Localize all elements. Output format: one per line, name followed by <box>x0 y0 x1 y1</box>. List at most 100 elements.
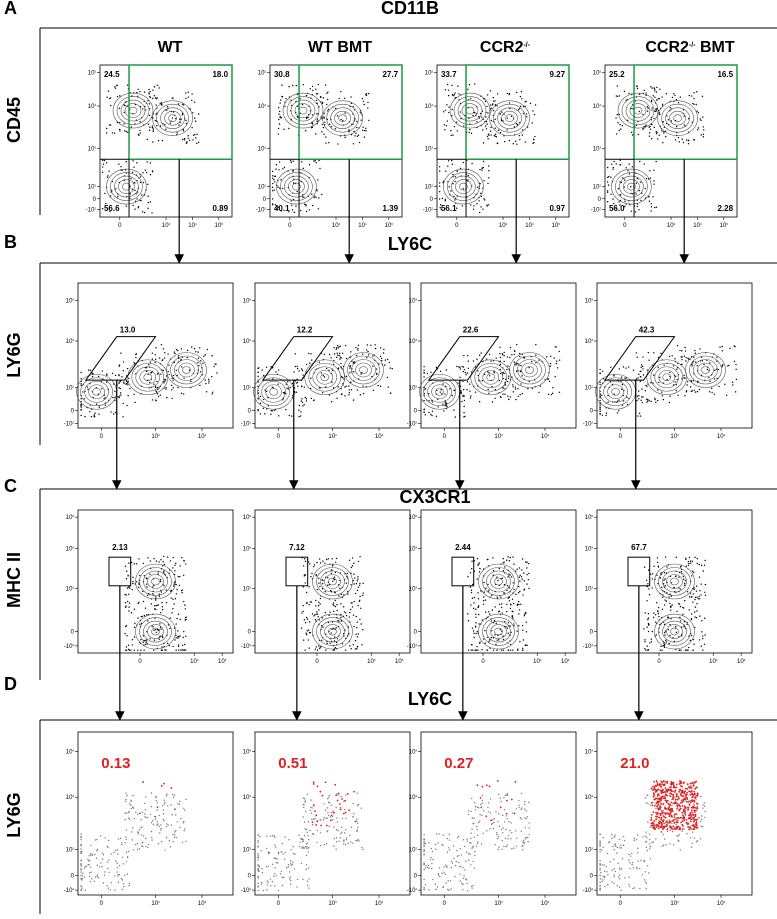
event-dot <box>313 566 314 567</box>
event-dot <box>260 850 261 851</box>
event-dot <box>519 609 520 610</box>
event-dot <box>132 839 133 840</box>
event-dot <box>343 840 344 841</box>
event-dot <box>531 122 532 123</box>
event-dot <box>132 827 133 828</box>
event-dot <box>136 198 137 199</box>
event-dot <box>701 620 702 621</box>
event-dot <box>346 376 347 377</box>
event-dot <box>155 629 156 630</box>
event-dot <box>676 557 677 558</box>
event-dot <box>494 818 495 819</box>
y-tick-label: -102 <box>256 206 267 213</box>
event-dot <box>699 639 700 640</box>
event-dot <box>649 848 650 849</box>
event-dot <box>684 583 685 584</box>
event-dot <box>487 183 488 184</box>
y-tick-label: 105 <box>585 514 594 521</box>
event-dot <box>632 888 633 889</box>
y-tick-label-sup: 4 <box>591 297 593 301</box>
event-dot <box>88 855 89 856</box>
event-dot <box>161 646 162 647</box>
event-dot <box>534 136 535 137</box>
event-dot <box>104 874 105 875</box>
event-dot <box>425 867 426 868</box>
event-dot <box>494 844 495 845</box>
event-dot <box>431 863 432 864</box>
event-dot <box>674 381 675 382</box>
event-dot <box>345 829 346 830</box>
event-dot <box>288 86 289 87</box>
event-dot <box>338 793 339 794</box>
x-tick-label: 0 <box>443 901 447 907</box>
event-dot <box>171 814 172 815</box>
event-dot <box>309 647 310 648</box>
event-dot <box>80 871 81 872</box>
event-dot <box>509 574 510 575</box>
event-dot <box>478 614 479 615</box>
event-dot <box>117 853 118 854</box>
event-dot <box>684 395 685 396</box>
x-tick-label: 103 <box>162 222 171 229</box>
y-axis-title: MHC II <box>4 552 24 608</box>
event-dot <box>463 406 464 407</box>
event-dot <box>315 89 316 90</box>
y-tick-label: 103 <box>585 338 594 345</box>
event-dot <box>528 588 529 589</box>
x-tick-label: 104 <box>367 658 376 665</box>
event-dot <box>696 610 697 611</box>
event-dot <box>623 400 624 401</box>
event-dot <box>89 860 90 861</box>
event-dot <box>174 351 175 352</box>
event-dot <box>449 849 450 850</box>
event-dot <box>437 406 438 407</box>
event-dot <box>647 110 648 111</box>
event-dot <box>661 96 662 97</box>
event-dot <box>127 395 128 396</box>
event-dot <box>92 854 93 855</box>
event-dot <box>599 373 600 374</box>
gated-dot <box>313 783 315 785</box>
event-dot <box>701 134 702 135</box>
gated-dot <box>515 781 517 783</box>
event-dot <box>185 619 186 620</box>
event-dot <box>629 886 630 887</box>
event-dot <box>646 883 647 884</box>
event-dot <box>306 364 307 365</box>
event-dot <box>361 644 362 645</box>
event-dot <box>651 109 652 110</box>
event-dot <box>676 390 677 391</box>
event-dot <box>467 841 468 842</box>
event-dot <box>139 624 140 625</box>
event-dot <box>212 392 213 393</box>
event-dot <box>303 639 304 640</box>
event-dot <box>676 611 677 612</box>
event-dot <box>600 872 601 873</box>
event-dot <box>709 391 710 392</box>
event-dot <box>357 793 358 794</box>
event-dot <box>333 364 334 365</box>
event-dot <box>119 129 120 130</box>
event-dot <box>124 819 125 820</box>
event-dot <box>318 583 319 584</box>
event-dot <box>452 183 453 184</box>
event-dot <box>518 800 519 801</box>
event-dot <box>450 130 451 131</box>
event-dot <box>359 596 360 597</box>
event-dot <box>359 601 360 602</box>
event-dot <box>166 794 167 795</box>
event-dot <box>499 604 500 605</box>
x-tick-label: 104 <box>198 433 207 440</box>
event-dot <box>492 401 493 402</box>
event-dot <box>653 95 654 96</box>
event-dot <box>503 592 504 593</box>
event-dot <box>335 561 336 562</box>
event-dot <box>86 865 87 866</box>
event-dot <box>361 807 362 808</box>
event-dot <box>356 648 357 649</box>
event-dot <box>98 414 99 415</box>
event-dot <box>556 363 557 364</box>
x-tick-label: 104 <box>198 900 207 907</box>
event-dot <box>663 399 664 400</box>
event-dot <box>340 119 341 120</box>
